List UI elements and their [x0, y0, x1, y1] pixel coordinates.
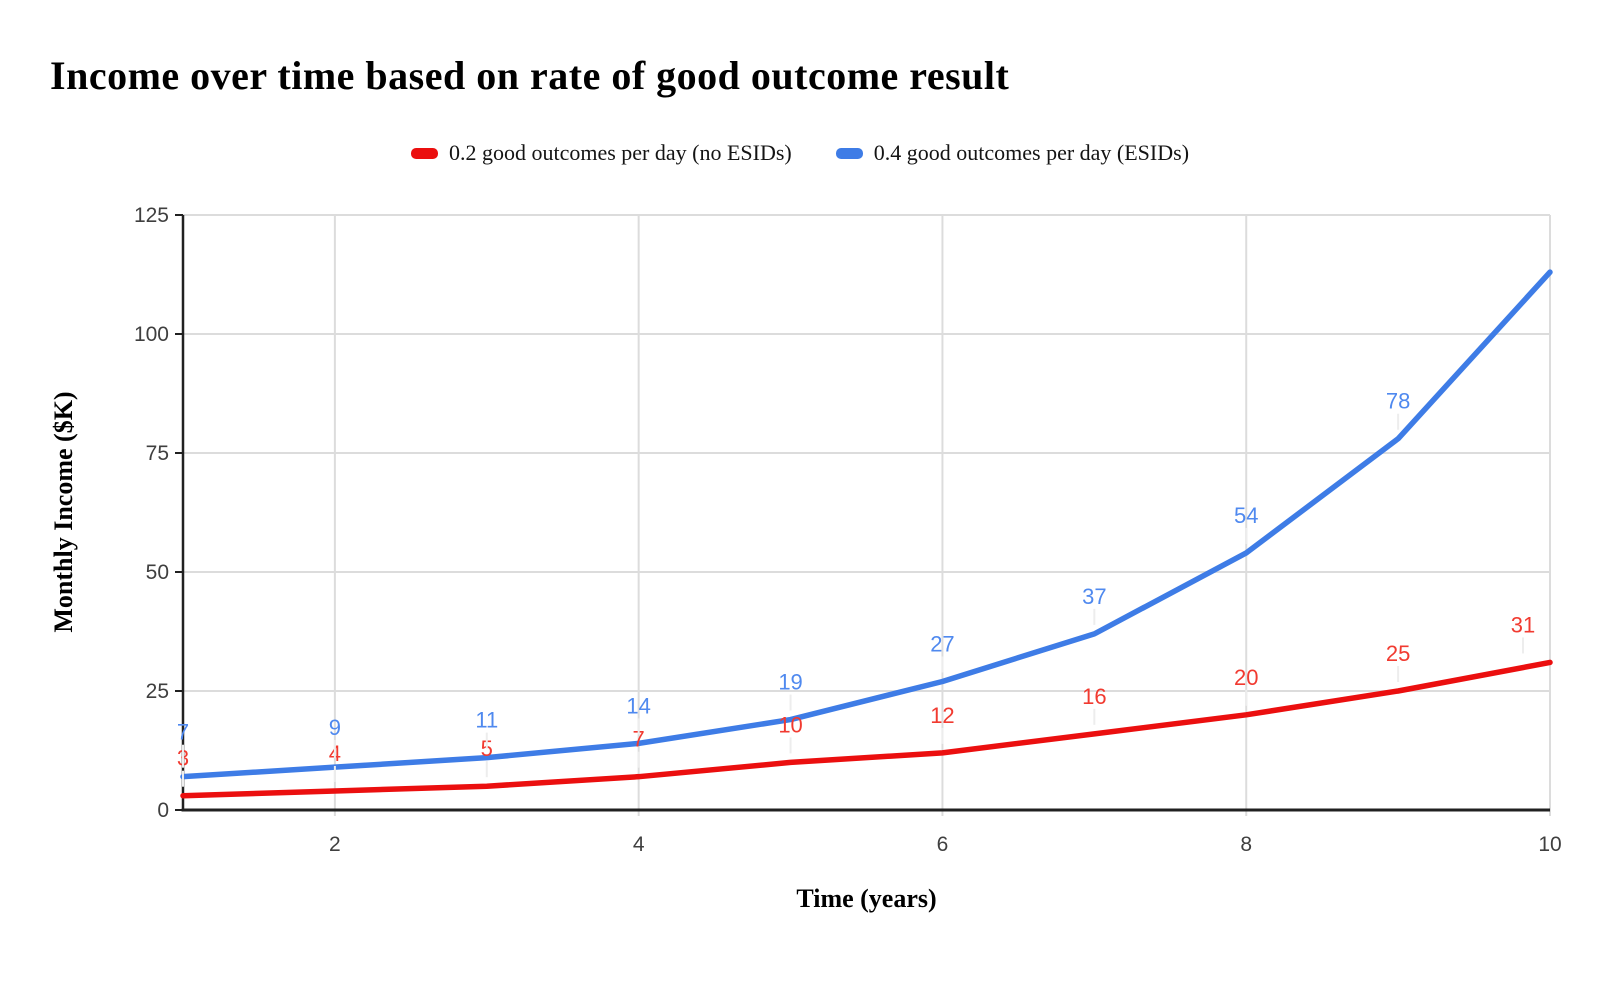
- data-label-esids-y7: 37: [1082, 584, 1106, 609]
- x-tick-label-2: 2: [329, 833, 341, 856]
- data-label-esids-y6: 27: [930, 631, 954, 656]
- data-label-no-esids-y6: 12: [930, 703, 954, 728]
- data-label-esids-y1: 7: [177, 720, 189, 745]
- y-tick-label-75: 75: [146, 442, 169, 465]
- y-tick-label-100: 100: [134, 323, 169, 346]
- series-line-esids: [180, 269, 1553, 780]
- data-label-no-esids-y8: 20: [1234, 665, 1258, 690]
- y-axis-title: Monthly Income ($K): [49, 391, 78, 633]
- data-label-no-esids-y7: 16: [1082, 684, 1106, 709]
- y-tick-label-50: 50: [146, 561, 169, 584]
- x-tick-label-8: 8: [1240, 833, 1252, 856]
- data-label-esids-y8: 54: [1234, 503, 1258, 528]
- x-tick-label-4: 4: [633, 833, 645, 856]
- x-tick-label-6: 6: [937, 833, 949, 856]
- x-tick-label-10: 10: [1538, 833, 1561, 856]
- data-label-esids-y2: 9: [329, 715, 341, 740]
- data-label-no-esids-y10: 31: [1511, 612, 1535, 637]
- chart-title: Income over time based on rate of good o…: [50, 53, 1010, 98]
- data-label-esids-y9: 78: [1386, 389, 1410, 414]
- series-line-no-esids: [180, 659, 1553, 799]
- data-label-no-esids-y3: 5: [481, 736, 493, 761]
- data-label-esids-y3: 11: [475, 708, 498, 733]
- data-label-no-esids-y5: 10: [778, 712, 802, 737]
- legend-label-no-esids: 0.2 good outcomes per day (no ESIDs): [448, 140, 792, 165]
- legend-swatch-blue: [835, 147, 863, 159]
- legend: 0.2 good outcomes per day (no ESIDs) 0.4…: [0, 138, 1600, 168]
- y-tick-label-25: 25: [146, 680, 169, 703]
- x-axis-title: Time (years): [796, 884, 937, 913]
- legend-item-esids: 0.4 good outcomes per day (ESIDs): [835, 140, 1190, 166]
- data-label-no-esids-y4: 7: [633, 727, 645, 752]
- y-tick-label-0: 0: [157, 799, 169, 822]
- y-tick-label-125: 125: [134, 204, 169, 227]
- legend-label-esids: 0.4 good outcomes per day (ESIDs): [873, 140, 1190, 165]
- data-label-no-esids-y9: 25: [1386, 641, 1410, 666]
- data-label-esids-y4: 14: [626, 693, 650, 718]
- legend-swatch-red: [410, 147, 438, 159]
- data-label-esids-y5: 19: [778, 670, 802, 695]
- legend-item-no-esids: 0.2 good outcomes per day (no ESIDs): [410, 140, 792, 166]
